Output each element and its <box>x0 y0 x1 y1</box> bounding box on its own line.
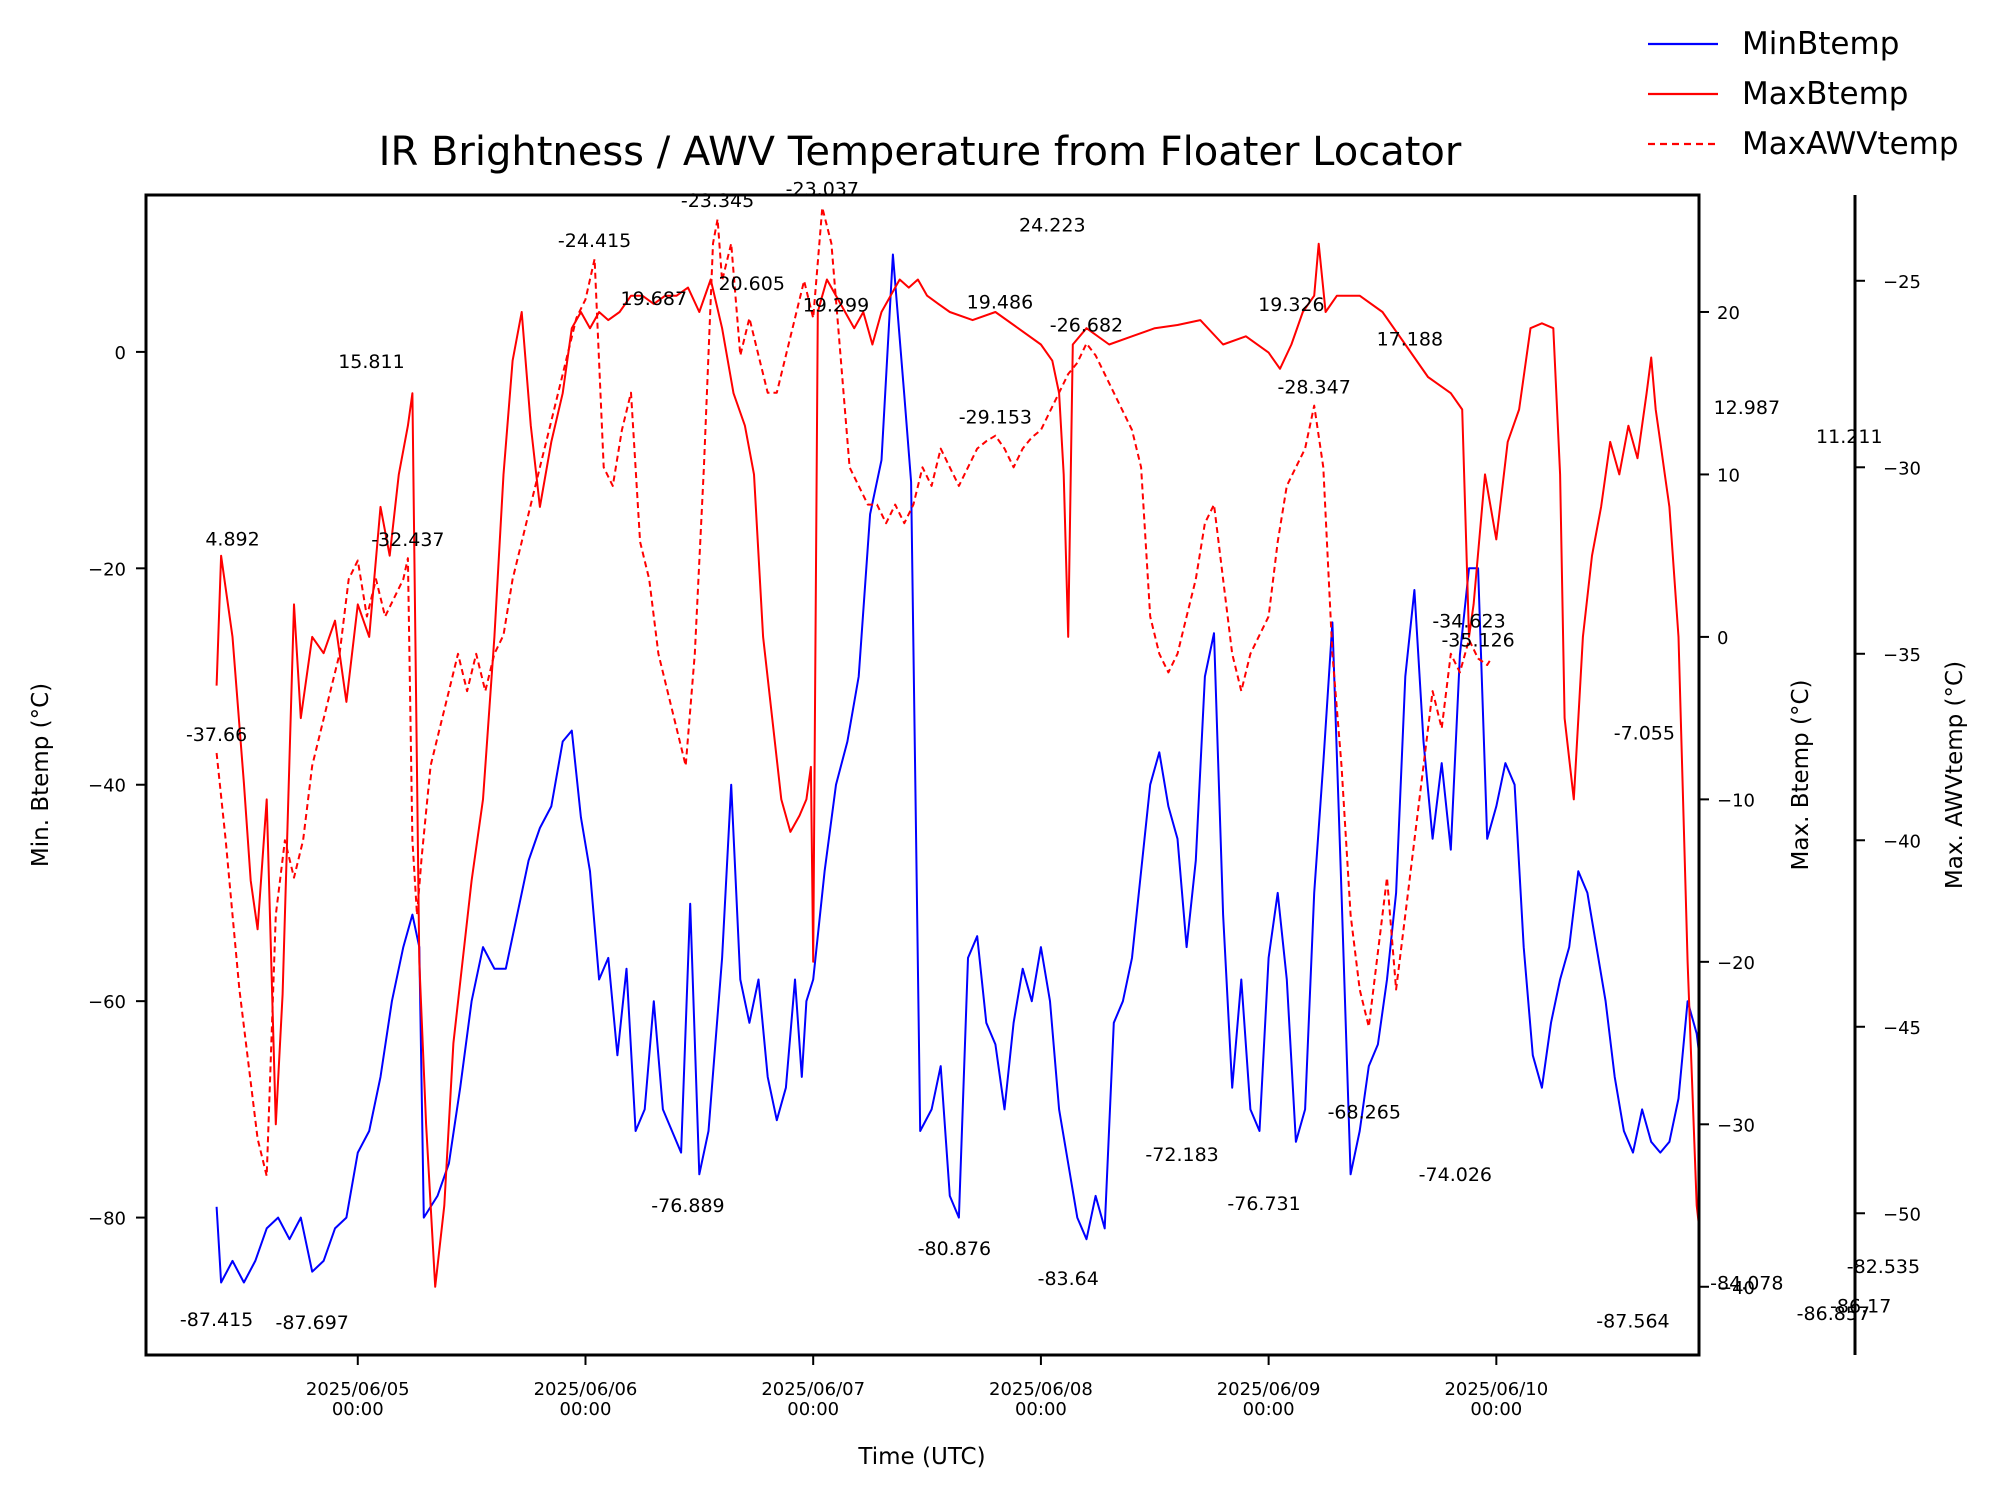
y-tick-label: −25 <box>1883 272 1921 293</box>
y-tick-label: −30 <box>1717 1115 1755 1136</box>
series-line-maxbtemp <box>215 242 1699 1288</box>
data-label: -87.564 <box>1596 1310 1669 1332</box>
data-label: -82.535 <box>1847 1256 1920 1278</box>
y-axis-label-left: Min. Btemp (°C) <box>28 683 54 867</box>
data-label: 19.299 <box>803 294 869 316</box>
y-tick-label: 0 <box>115 343 126 364</box>
y-axis-label-right2: Max. AWVtemp (°C) <box>1942 661 1968 889</box>
data-label: 15.811 <box>338 351 404 373</box>
y-tick-label: −40 <box>1717 1278 1755 1299</box>
right-y-axis-max-btemp: −40 −30 −20 −10 0 10 20 <box>1699 303 1755 1299</box>
x-tick-label: 2025/06/09 <box>1217 1379 1321 1400</box>
data-label: -83.64 <box>1038 1268 1099 1290</box>
x-tick-label: 00:00 <box>1470 1399 1522 1420</box>
data-label: 19.486 <box>967 291 1033 313</box>
data-label: -34.623 <box>1432 611 1505 633</box>
x-tick-label: 00:00 <box>1015 1399 1067 1420</box>
series-line-minbtemp <box>215 253 1699 1284</box>
data-label: -23.345 <box>681 190 754 212</box>
data-label: -86.857 <box>1797 1303 1870 1325</box>
data-label: -76.731 <box>1227 1193 1300 1215</box>
y-tick-label: 10 <box>1717 465 1740 486</box>
y-tick-label: −45 <box>1883 1018 1921 1039</box>
x-axis-label: Time (UTC) <box>857 1444 985 1470</box>
y-tick-label: −30 <box>1883 458 1921 479</box>
data-label: -74.026 <box>1419 1164 1492 1186</box>
left-y-axis: −80 −60 −40 −20 0 <box>88 343 146 1230</box>
data-label: 24.223 <box>1019 214 1085 236</box>
y-tick-label: 20 <box>1717 303 1740 324</box>
y-tick-label: −50 <box>1883 1204 1921 1225</box>
legend-item-maxbtemp: MaxBtemp <box>1648 76 1908 112</box>
data-label: -29.153 <box>959 407 1032 429</box>
y-tick-label: −60 <box>88 992 126 1013</box>
data-label: -86.17 <box>1830 1295 1891 1317</box>
x-tick-label: 00:00 <box>560 1399 612 1420</box>
data-label: -84.078 <box>1710 1273 1783 1295</box>
y-tick-label: 0 <box>1717 628 1728 649</box>
x-tick-label: 2025/06/06 <box>534 1379 638 1400</box>
data-label: -23.037 <box>786 179 859 201</box>
y-axis-label-right1: Max. Btemp (°C) <box>1788 680 1814 871</box>
data-label: 19.687 <box>621 288 687 310</box>
legend-label: MaxAWVtemp <box>1742 126 1959 162</box>
x-axis: 2025/06/0500:002025/06/0600:002025/06/07… <box>306 1355 1548 1420</box>
data-label: -76.889 <box>651 1195 724 1217</box>
legend: MinBtemp MaxBtemp MaxAWVtemp <box>1648 26 1959 162</box>
data-label: -72.183 <box>1145 1144 1218 1166</box>
x-tick-label: 2025/06/05 <box>306 1379 410 1400</box>
chart-title: IR Brightness / AWV Temperature from Flo… <box>379 129 1462 175</box>
y-tick-label: −35 <box>1883 645 1921 666</box>
data-label: -26.682 <box>1050 315 1123 337</box>
y-tick-label: −20 <box>1717 953 1755 974</box>
data-label: 19.326 <box>1258 294 1324 316</box>
data-label: 17.188 <box>1377 329 1443 351</box>
data-label: -32.437 <box>371 529 444 551</box>
data-label: -28.347 <box>1277 377 1350 399</box>
data-label: 4.892 <box>205 528 259 550</box>
x-tick-label: 2025/06/08 <box>989 1379 1093 1400</box>
y-tick-label: −40 <box>1883 831 1921 852</box>
data-label: -7.055 <box>1614 723 1675 745</box>
data-label: 11.211 <box>1816 426 1882 448</box>
data-label: 12.987 <box>1714 397 1780 419</box>
data-label: -37.66 <box>186 724 247 746</box>
series-line-maxawvtemp <box>215 206 1493 1177</box>
plot-area <box>144 193 1701 1357</box>
y-tick-label: −40 <box>88 776 126 797</box>
right-y-axis-max-awvtemp: −50 −45 −40 −35 −30 −25 <box>1853 195 1921 1355</box>
x-tick-label: 00:00 <box>787 1399 839 1420</box>
plot-frame <box>144 193 1701 1357</box>
data-labels: -87.415 -87.697 -76.889 -80.876 -83.64 -72.18… <box>180 179 1920 1334</box>
y-tick-label: −80 <box>88 1209 126 1230</box>
data-label: -24.415 <box>558 230 631 252</box>
data-label: -87.697 <box>276 1312 349 1334</box>
data-label: -35.126 <box>1441 629 1514 651</box>
data-label: -87.415 <box>180 1309 253 1331</box>
x-tick-label: 2025/06/07 <box>761 1379 865 1400</box>
y-tick-label: −10 <box>1717 790 1755 811</box>
legend-label: MaxBtemp <box>1742 76 1908 112</box>
x-tick-label: 00:00 <box>1243 1399 1295 1420</box>
data-label: -68.265 <box>1328 1102 1401 1124</box>
data-label: 20.605 <box>718 273 784 295</box>
y-tick-label: −20 <box>88 559 126 580</box>
legend-item-maxawvtemp: MaxAWVtemp <box>1648 126 1959 162</box>
data-label: -80.876 <box>918 1238 991 1260</box>
x-tick-label: 2025/06/10 <box>1444 1379 1548 1400</box>
x-tick-label: 00:00 <box>332 1399 384 1420</box>
legend-item-minbtemp: MinBtemp <box>1648 26 1899 62</box>
legend-label: MinBtemp <box>1742 26 1899 62</box>
